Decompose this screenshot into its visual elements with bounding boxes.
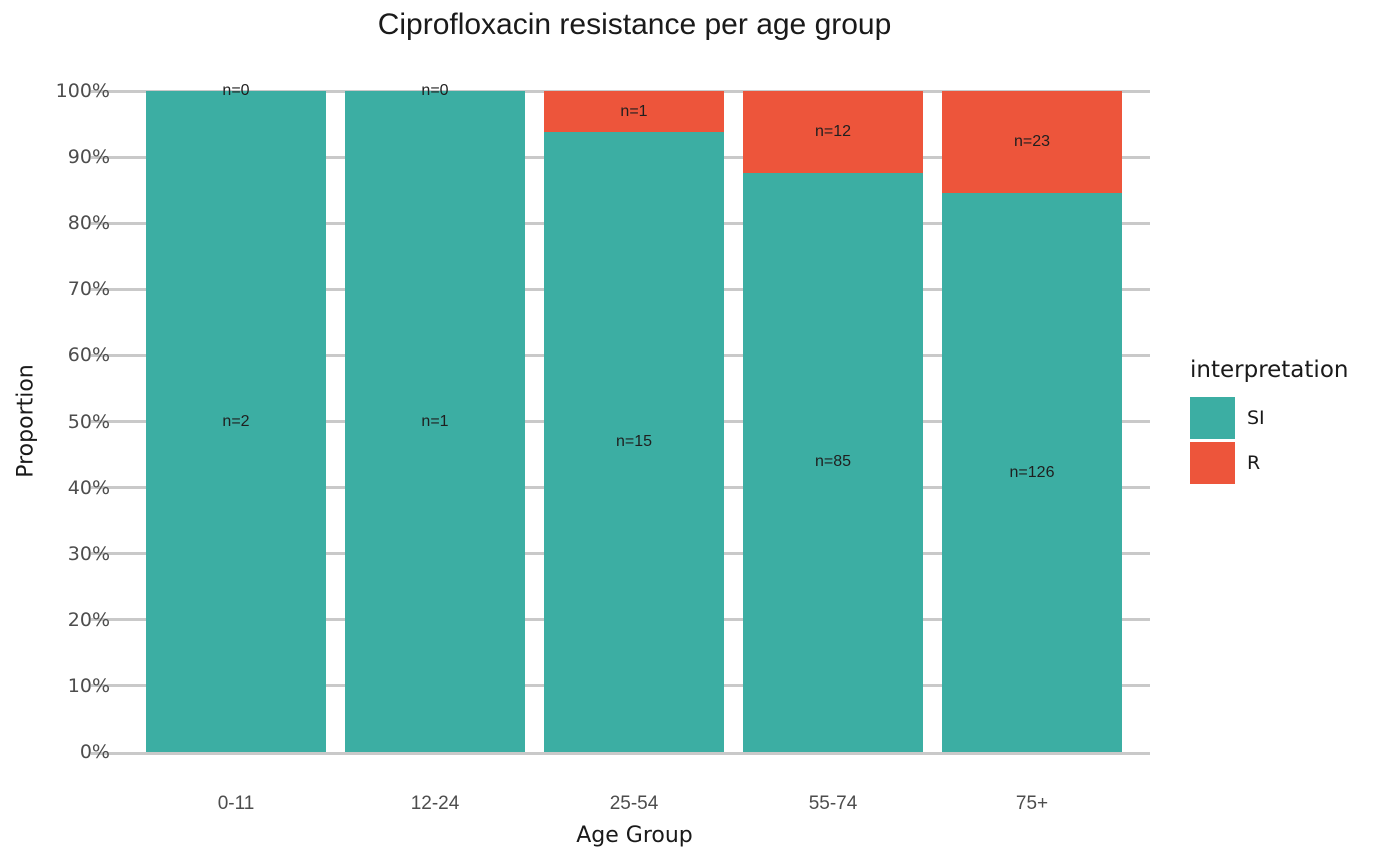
- y-tick-label-20: 20%: [67, 608, 110, 631]
- x-tick-label-0-11: 0-11: [217, 793, 255, 814]
- legend: interpretation SI R: [1190, 356, 1400, 487]
- x-tick-label-25-54: 25-54: [609, 793, 659, 814]
- bar-count-label-R-75+: n=23: [1013, 133, 1051, 151]
- y-tick-label-80: 80%: [67, 212, 110, 235]
- gridline-0: [91, 752, 1150, 755]
- x-tick-label-12-24: 12-24: [410, 793, 460, 814]
- bar-segment-R-55-74: [743, 91, 923, 173]
- bar-group-25-54: [544, 91, 724, 752]
- legend-items: SI R: [1190, 397, 1400, 484]
- bar-count-label-R-25-54: n=1: [620, 102, 648, 120]
- bar-segment-SI-0-11: [146, 91, 326, 752]
- y-tick-label-50: 50%: [67, 410, 110, 433]
- legend-item-R: R: [1190, 442, 1400, 484]
- x-axis-title: Age Group: [576, 823, 693, 848]
- bar-count-label-SI-25-54: n=15: [615, 433, 653, 451]
- bar-count-label-R-55-74: n=12: [814, 122, 852, 140]
- bar-segment-R-25-54: [544, 91, 724, 133]
- y-tick-label-60: 60%: [67, 344, 110, 367]
- bar-count-label-SI-75+: n=126: [1009, 463, 1055, 481]
- y-tick-label-30: 30%: [67, 542, 110, 565]
- legend-title: interpretation: [1190, 357, 1349, 383]
- bar-group-55-74: [743, 91, 923, 752]
- bar-count-label-SI-12-24: n=1: [421, 412, 449, 430]
- bar-segment-SI-55-74: [743, 172, 923, 752]
- y-tick-label-100: 100%: [55, 80, 110, 102]
- bar-segment-SI-75+: [942, 193, 1122, 752]
- bar-group-0-11: [146, 91, 326, 752]
- y-tick-label-90: 90%: [67, 146, 110, 169]
- legend-key-swatch-R: [1190, 442, 1235, 484]
- chart-title: Ciprofloxacin resistance per age group: [377, 8, 892, 41]
- y-tick-label-70: 70%: [67, 278, 110, 301]
- x-tick-label-55-74: 55-74: [808, 793, 858, 814]
- legend-label-SI: SI: [1247, 407, 1265, 429]
- bar-count-label-SI-55-74: n=85: [814, 453, 852, 471]
- y-tick-label-40: 40%: [67, 476, 110, 499]
- y-tick-label-0: 0%: [79, 741, 110, 763]
- plot-panel: n=0 n=2 n=0 n=1 n=1 n=15 n=12 n=85 n=23 n=126: [91, 82, 1150, 755]
- y-tick-label-10: 10%: [67, 674, 110, 697]
- x-tick-label-75+: 75+: [1015, 793, 1049, 814]
- legend-label-R: R: [1247, 452, 1261, 474]
- bar-segment-SI-25-54: [544, 132, 724, 752]
- bar-group-12-24: [345, 91, 525, 752]
- legend-key-swatch-SI: [1190, 397, 1235, 439]
- legend-item-SI: SI: [1190, 397, 1400, 439]
- bar-segment-R-75+: [942, 91, 1122, 194]
- bar-count-label-R-0-11: n=0: [222, 82, 250, 99]
- bar-count-label-R-12-24: n=0: [421, 82, 449, 99]
- bar-segment-SI-12-24: [345, 91, 525, 752]
- bar-group-75+: [942, 91, 1122, 752]
- bar-count-label-SI-0-11: n=2: [222, 412, 250, 430]
